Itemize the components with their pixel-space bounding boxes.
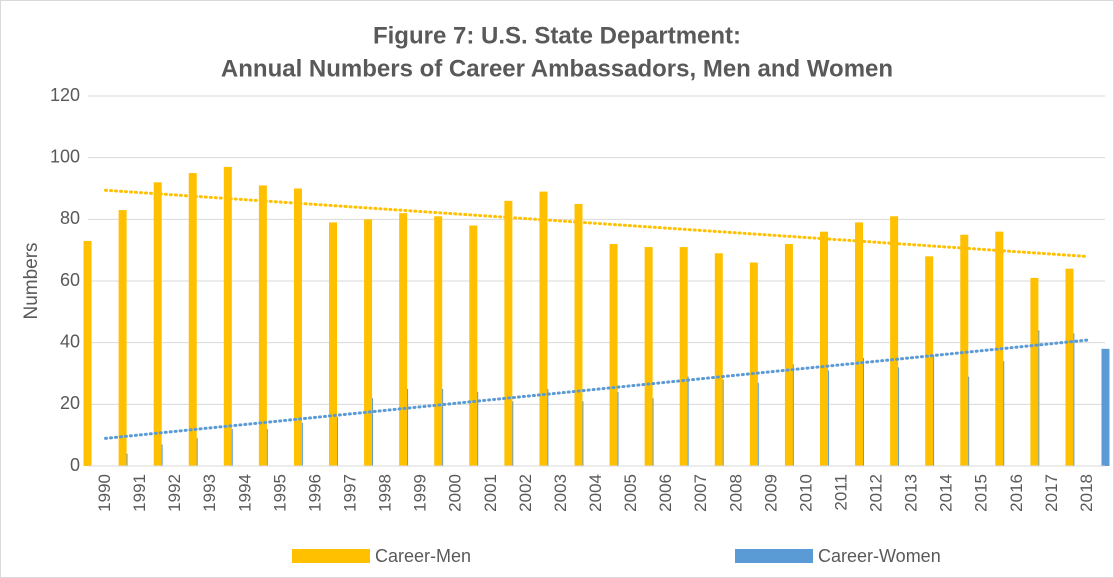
x-tick-label: 2005: [621, 474, 640, 512]
bar: [223, 166, 232, 466]
x-tick-label: 2006: [656, 474, 675, 512]
bar: [784, 244, 793, 466]
x-tick-label: 2003: [551, 474, 570, 512]
bar: [83, 240, 92, 466]
chart-title: Figure 7: U.S. State Department:: [373, 22, 741, 49]
bar: [1030, 277, 1039, 466]
bar: [469, 225, 478, 466]
bar: [188, 173, 197, 467]
bar: [364, 219, 373, 466]
y-tick-label: 60: [60, 270, 80, 290]
x-tick-label: 2008: [726, 474, 745, 512]
x-tick-label: 2002: [516, 474, 535, 512]
bar: [995, 231, 1004, 466]
x-tick-label: 2015: [972, 474, 991, 512]
bar: [1065, 268, 1074, 466]
x-tick-label: 1993: [200, 474, 219, 512]
bar: [925, 256, 934, 466]
bar: [644, 247, 653, 466]
bar: [574, 203, 583, 466]
x-tick-label: 1990: [95, 474, 114, 512]
bar: [153, 182, 162, 467]
bar: [609, 244, 618, 466]
y-tick-label: 80: [60, 208, 80, 228]
x-tick-label: 1994: [235, 474, 254, 512]
bar: [504, 200, 513, 467]
x-tick-label: 1999: [411, 474, 430, 512]
x-tick-label: 2018: [1077, 474, 1096, 512]
bar: [890, 216, 899, 466]
x-tick-label: 2010: [796, 474, 815, 512]
x-tick-label: 1991: [130, 474, 149, 512]
x-tick-label: 2013: [902, 474, 921, 512]
chart-title: Annual Numbers of Career Ambassadors, Me…: [221, 55, 893, 82]
bar: [399, 213, 408, 466]
bar: [749, 262, 758, 466]
bar: [539, 191, 548, 467]
y-tick-label: 120: [50, 85, 80, 105]
x-tick-label: 2001: [481, 474, 500, 512]
bar: [329, 222, 338, 466]
trendline: [104, 338, 1089, 440]
y-tick-label: 20: [60, 393, 80, 413]
legend-swatch: [292, 549, 370, 563]
bar: [434, 216, 443, 466]
legend-label: Career-Women: [818, 546, 941, 566]
bar: [855, 222, 864, 466]
bar: [714, 253, 723, 466]
x-tick-label: 1996: [305, 474, 324, 512]
x-tick-label: 1992: [165, 474, 184, 512]
bar: [679, 247, 688, 466]
bar: [118, 210, 127, 466]
bar: [258, 185, 267, 466]
trendline: [104, 188, 1089, 258]
x-tick-label: 2014: [937, 474, 956, 512]
bar: [1101, 348, 1110, 466]
y-axis-label: Numbers: [21, 242, 42, 319]
bar: [960, 234, 969, 466]
y-tick-label: 0: [70, 455, 80, 475]
legend-swatch: [735, 549, 813, 563]
x-tick-label: 2000: [446, 474, 465, 512]
x-tick-label: 2016: [1007, 474, 1026, 512]
x-tick-label: 1995: [270, 474, 289, 512]
x-tick-label: 2012: [867, 474, 886, 512]
x-tick-label: 2009: [761, 474, 780, 512]
x-tick-label: 1997: [341, 474, 360, 512]
x-tick-label: 2011: [831, 474, 850, 511]
legend-label: Career-Men: [375, 546, 471, 566]
x-tick-label: 2007: [691, 474, 710, 512]
bar: [293, 188, 302, 466]
x-tick-label: 2017: [1042, 474, 1061, 512]
x-tick-label: 2004: [586, 474, 605, 512]
x-tick-label: 1998: [376, 474, 395, 512]
y-tick-label: 100: [50, 146, 80, 166]
y-tick-label: 40: [60, 331, 80, 351]
bar: [819, 231, 828, 466]
